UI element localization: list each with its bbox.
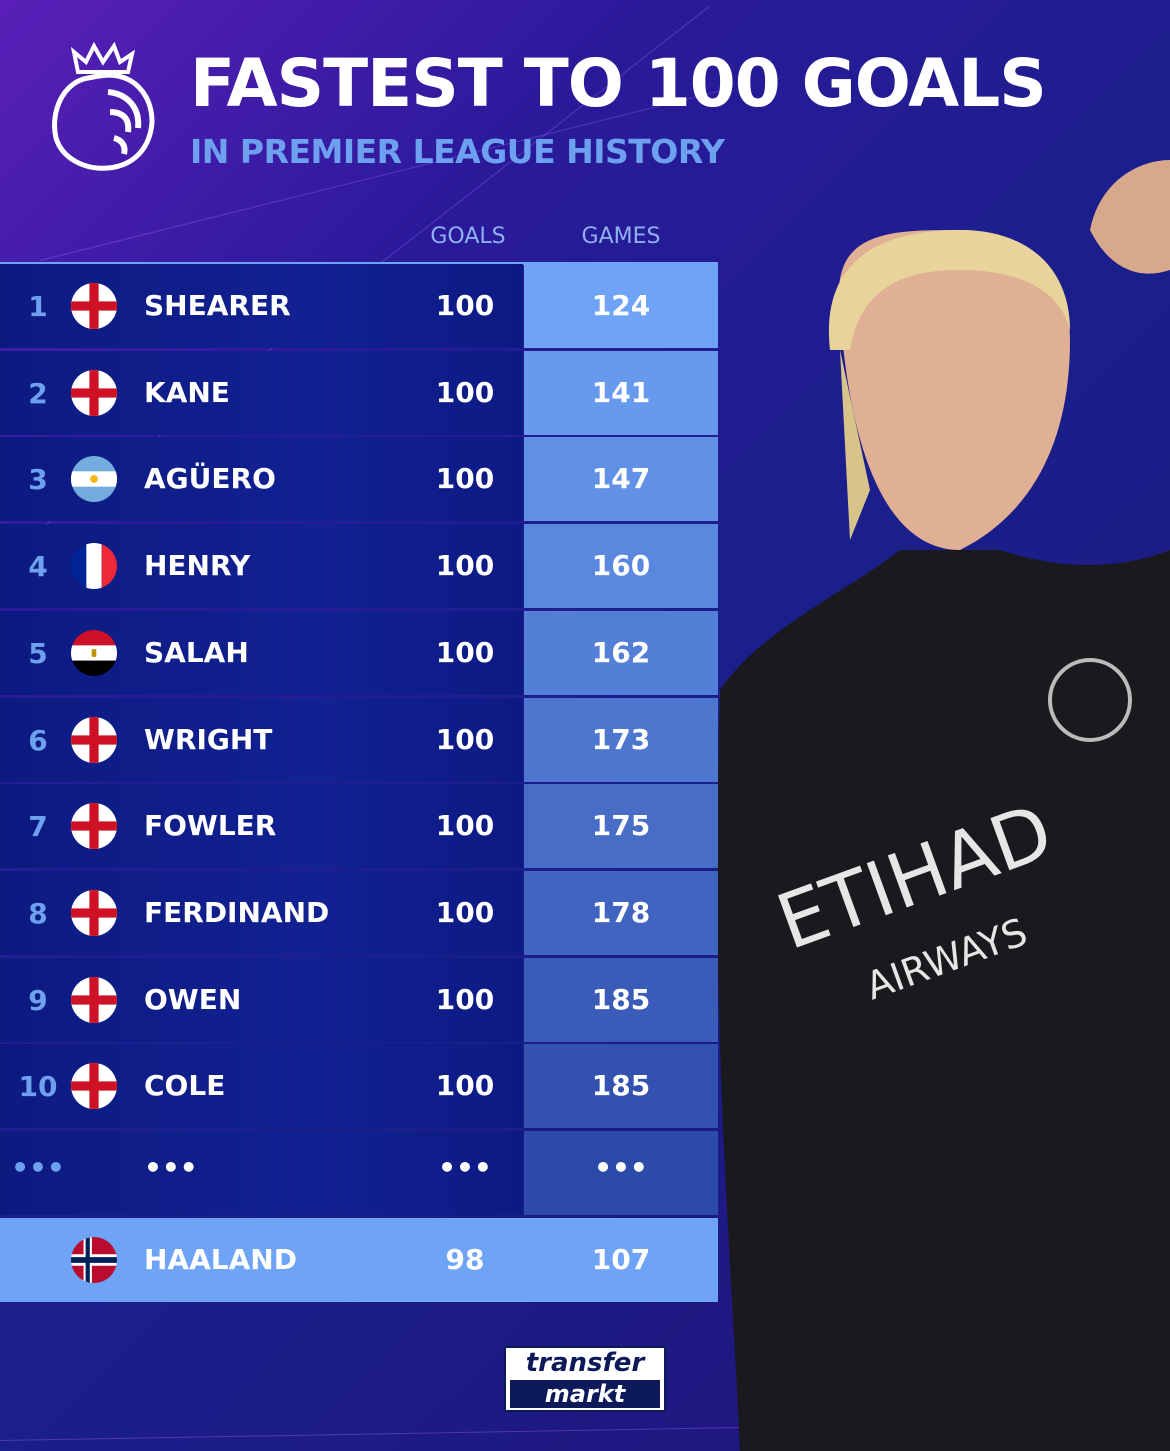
table-row: 185 10 COLE 100 [0,1044,718,1129]
rank: 4 [28,550,48,584]
rank: 8 [28,896,48,930]
player-photo: ETIHAD AIRWAYS [717,160,1170,1451]
england-flag-icon [71,716,117,763]
table-row: 124 1 SHEARER 100 [0,264,718,348]
rank: 5 [28,636,48,670]
rank: 2 [28,376,48,410]
games-value: 124 [591,289,651,322]
games-value: 185 [591,982,651,1016]
column-header-games[interactable]: GAMES [581,224,661,249]
egypt-flag-icon [71,629,117,676]
goals-value: 100 [435,982,495,1016]
games-value: 173 [591,722,651,756]
games-value: 141 [591,375,651,409]
england-flag-icon [71,803,117,850]
goals-value: 100 [435,895,495,929]
ellipsis-rank: ••• [11,1151,65,1184]
goals-value: 100 [435,635,495,669]
games-value: 160 [591,549,651,583]
england-flag-icon [71,369,117,416]
table-row: 160 4 HENRY 100 [0,524,718,609]
transfermarkt-logo: transfer markt [504,1346,666,1412]
player-name: OWEN [144,982,242,1016]
ellipsis-games: ••• [594,1151,648,1184]
goals-value: 100 [435,809,495,843]
player-name: HAALAND [144,1243,297,1276]
table-row: 185 9 OWEN 100 [0,957,718,1042]
highlight-row: HAALAND 98 107 [0,1218,718,1302]
goals-value: 100 [435,462,495,496]
england-flag-icon [71,889,117,936]
games-value: 175 [591,809,651,843]
table-row: 173 6 WRIGHT 100 [0,697,718,782]
rank: 6 [28,723,48,757]
player-name: KANE [144,375,230,409]
rank: 10 [18,1070,58,1104]
column-header-goals[interactable]: GOALS [430,224,506,249]
games-value: 147 [591,462,651,496]
player-name: FOWLER [144,809,277,843]
goals-value: 100 [435,289,495,322]
player-name: AGÜERO [144,462,276,496]
table-row: 175 7 FOWLER 100 [0,784,718,869]
player-name: SALAH [144,635,249,669]
page-subtitle: IN PREMIER LEAGUE HISTORY [190,132,725,171]
table-row: 162 5 SALAH 100 [0,610,718,695]
player-goals: 98 [445,1243,485,1276]
france-flag-icon [71,543,117,590]
rank: 3 [28,463,48,497]
premier-league-lion-icon [52,42,155,171]
argentina-flag-icon [71,456,117,503]
goals-value: 100 [435,549,495,583]
player-games: 107 [591,1243,651,1276]
norway-flag-icon [71,1237,117,1283]
player-name: WRIGHT [144,722,273,756]
ellipsis-goals: ••• [438,1151,492,1184]
rank: 7 [28,810,48,844]
player-name: SHEARER [144,289,291,322]
ellipsis-row: ••• ••• ••• ••• [0,1131,718,1215]
england-flag-icon [71,283,117,329]
ellipsis-name: ••• [144,1151,198,1184]
player-name: COLE [144,1069,226,1103]
table-top-border [0,262,718,265]
games-value: 178 [591,895,651,929]
goals-value: 100 [435,375,495,409]
games-value: 162 [591,635,651,669]
table-row: 141 2 KANE 100 [0,350,718,435]
england-flag-icon [71,976,117,1023]
goals-value: 100 [435,1069,495,1103]
player-name: FERDINAND [144,895,330,929]
player-name: HENRY [144,549,251,583]
table-row: 147 3 AGÜERO 100 [0,437,718,522]
goals-value: 100 [435,722,495,756]
games-value: 185 [591,1069,651,1103]
england-flag-icon [71,1063,117,1110]
table-row: 178 8 FERDINAND 100 [0,870,718,955]
rank: 1 [28,290,48,323]
rank: 9 [28,983,48,1017]
page-title: FASTEST TO 100 GOALS [190,45,1047,122]
